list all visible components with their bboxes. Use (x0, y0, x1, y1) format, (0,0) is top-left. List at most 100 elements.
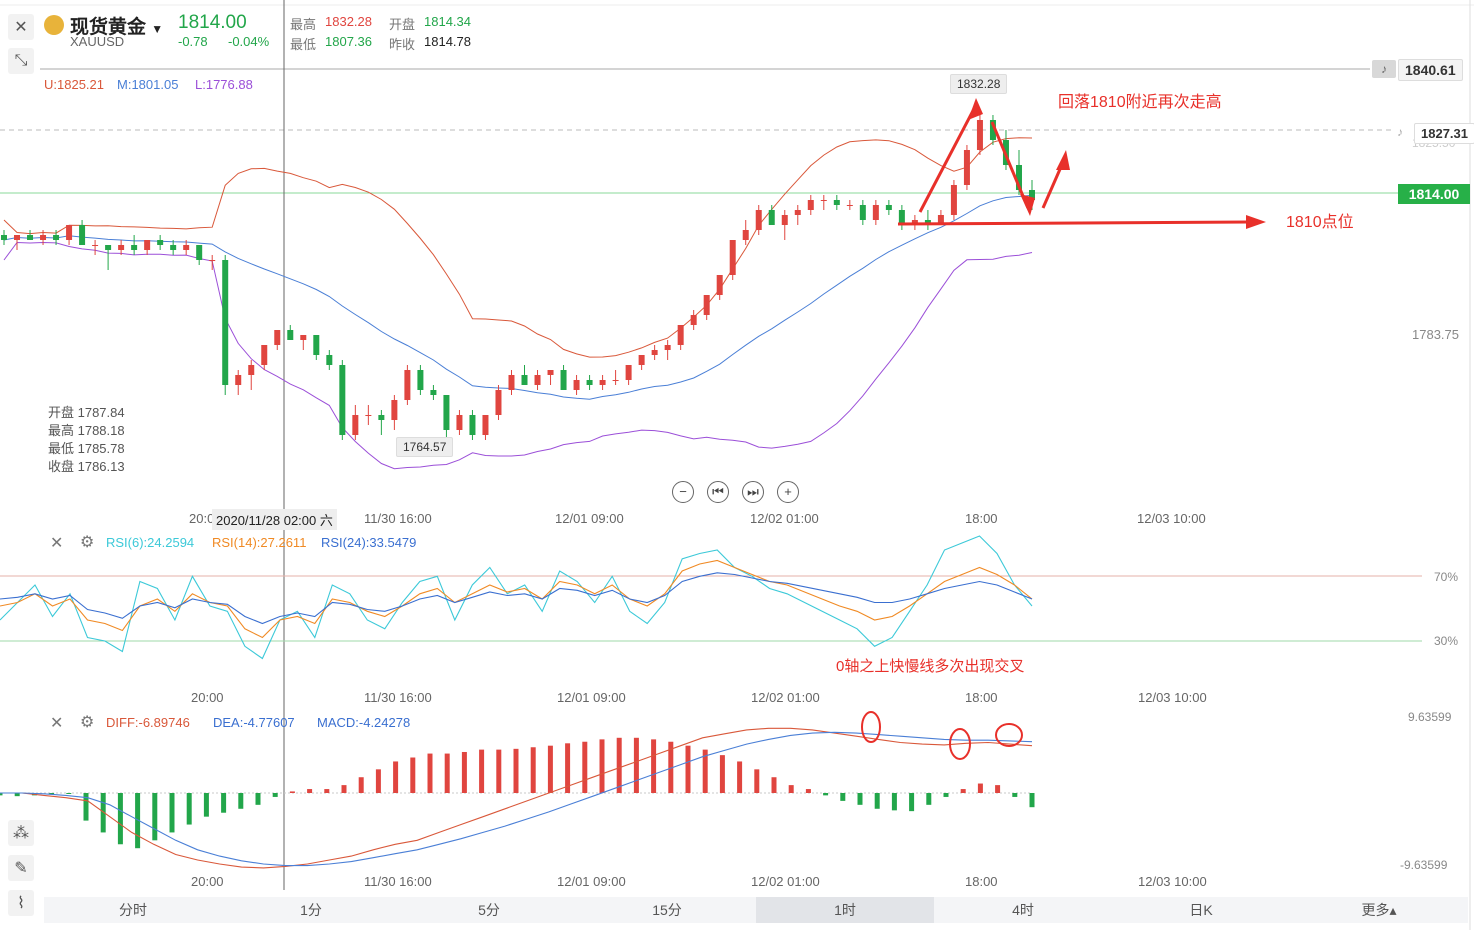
xaxis-rsi-t3: 12/02 01:00 (751, 690, 820, 705)
prev-close-label: 昨收 (389, 37, 416, 52)
indicator-button[interactable]: ⌇ (8, 890, 34, 916)
candle-body (560, 370, 567, 390)
candle-body (612, 380, 619, 381)
rsi-settings-icon[interactable]: ⚙ (80, 534, 95, 551)
chevron-down-icon: ▼ (151, 22, 164, 36)
zoom-in-icon: + (784, 484, 792, 499)
boll-mid-line (3, 194, 1033, 400)
ohlc-high: 最高 1788.18 (48, 423, 125, 438)
tab-1min[interactable]: 1分 (300, 902, 322, 918)
tab-fenshi[interactable]: 分时 (119, 902, 147, 918)
candle-body (521, 375, 528, 385)
tab-5min[interactable]: 5分 (478, 902, 500, 918)
macd-bar (513, 748, 519, 793)
candle-body (482, 415, 489, 435)
next-button[interactable]: ⏭ (742, 481, 764, 503)
close-chart-button[interactable]: ✕ (8, 14, 34, 40)
tab-15min[interactable]: 15分 (652, 902, 682, 918)
high-label: 最高 (290, 17, 317, 32)
candle-body (703, 295, 710, 315)
candle-body (248, 365, 255, 375)
candle-body (599, 380, 606, 385)
macd-bar (565, 743, 571, 793)
candle-body (287, 330, 294, 340)
draw-icon: ✎ (14, 860, 28, 877)
candle-body (495, 390, 502, 415)
zoom-in-button[interactable]: + (777, 481, 799, 503)
macd-bar (547, 745, 553, 793)
macd-bar (410, 757, 416, 793)
macd-bar (375, 769, 381, 793)
candle-body (976, 120, 983, 150)
macd-bar (737, 761, 743, 793)
macd-bar (616, 737, 622, 793)
open-value: 1814.34 (424, 14, 471, 29)
price-change: -0.78 (178, 34, 208, 49)
candle-body (833, 200, 840, 205)
candle-body (92, 245, 99, 246)
macd-bar (135, 793, 141, 849)
macd-settings-icon[interactable]: ⚙ (80, 714, 95, 731)
xaxis-main-t0: 20:0 (189, 511, 215, 526)
annotation-text-1810: 1810点位 (1286, 214, 1354, 231)
candle-type-button[interactable]: ⁂ (8, 820, 34, 846)
bell-icon[interactable]: ♪ (1372, 60, 1396, 78)
macd-bar (496, 749, 502, 793)
candle-body (729, 240, 736, 275)
candle-body (950, 185, 957, 215)
candle-body (794, 210, 801, 215)
candle-body (872, 205, 879, 220)
draw-button[interactable]: ✎ (8, 855, 34, 881)
candle-body (807, 200, 814, 210)
tab-more[interactable]: 更多▴ (1361, 902, 1397, 918)
tab-daily[interactable]: 日K (1189, 902, 1213, 918)
zoom-out-button[interactable]: − (672, 481, 694, 503)
xaxis-macd-t0: 20:00 (191, 874, 224, 889)
macd-bar (238, 793, 244, 809)
macd-bar (203, 793, 209, 817)
macd-bar (943, 793, 949, 797)
candle-body (157, 240, 164, 245)
macd-close-icon[interactable]: ✕ (50, 715, 64, 732)
prev-button[interactable]: ⏮ (707, 481, 729, 503)
macd-bar (857, 793, 863, 805)
macd-bar (719, 755, 725, 793)
macd-bar (83, 793, 89, 821)
macd-bar (599, 739, 605, 793)
candle-body (508, 375, 515, 390)
macd-bar (479, 749, 485, 793)
xaxis-main-t3: 12/02 01:00 (750, 511, 819, 526)
macd-bar (461, 751, 467, 793)
tab-1hour[interactable]: 1时 (834, 902, 856, 918)
collapse-button[interactable]: ⤡ (8, 48, 34, 74)
macd-bar (324, 789, 330, 793)
macd-bar (393, 761, 399, 793)
ohlc-low: 最低 1785.78 (48, 441, 125, 456)
macd-bar (530, 747, 536, 793)
macd-axis-bottom: -9.63599 (1400, 858, 1448, 872)
xaxis-macd-t5: 12/03 10:00 (1138, 874, 1207, 889)
tab-4hour[interactable]: 4时 (1012, 902, 1034, 918)
candle-body (339, 365, 346, 435)
candle-body (105, 245, 112, 250)
macd-axis-top: 9.63599 (1408, 710, 1452, 724)
macd-bar (788, 785, 794, 793)
xaxis-rsi-t5: 12/03 10:00 (1138, 690, 1207, 705)
candle-body (885, 205, 892, 210)
next-icon: ⏭ (747, 484, 759, 499)
macd-bar (289, 791, 295, 793)
rsi-close-icon[interactable]: ✕ (50, 535, 64, 552)
macd-bar (668, 741, 674, 793)
candle-body (742, 230, 749, 240)
macd-bar (977, 783, 983, 793)
alert-bell-icon[interactable]: ♪ (1397, 125, 1403, 139)
macd-bar (771, 777, 777, 793)
candle-body (118, 245, 125, 250)
macd-bar (754, 769, 760, 793)
instrument-name[interactable]: 现货黄金 ▼ (70, 17, 164, 38)
candle-body (313, 335, 320, 355)
macd-bar (221, 793, 227, 813)
rsi14-label: RSI(14):27.2611 (212, 535, 307, 550)
macd-bar (49, 793, 55, 795)
